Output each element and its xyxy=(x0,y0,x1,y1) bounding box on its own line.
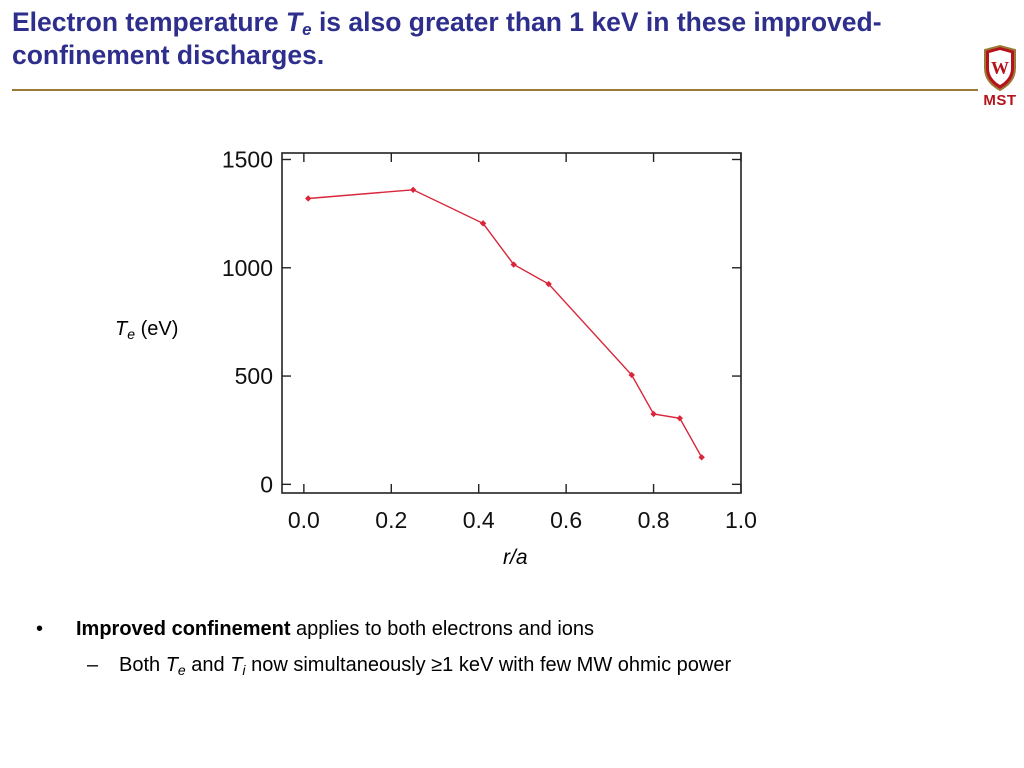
x-tick-label: 0.0 xyxy=(288,507,320,533)
bullet-2-text-and: and xyxy=(185,654,231,676)
x-tick-label: 0.2 xyxy=(375,507,407,533)
uw-crest-icon: W xyxy=(984,44,1016,92)
data-point xyxy=(676,415,683,422)
data-point xyxy=(545,280,552,288)
logo-text: MST xyxy=(983,92,1017,109)
y-axis-label: Te (eV) xyxy=(115,318,178,341)
bullet-2-symbol-T1: T xyxy=(165,654,178,676)
sub-bullet-marker: – xyxy=(87,654,99,676)
bullet-2-subscript-e: e xyxy=(177,662,186,678)
bullet-item-2: – Both Te and Ti now simultaneously ≥1 k… xyxy=(36,652,996,678)
title-symbol-T: T xyxy=(285,7,303,37)
data-point xyxy=(650,410,657,418)
bullet-item-1: • Improved confinement applies to both e… xyxy=(36,616,996,642)
y-axis-symbol: T xyxy=(115,318,128,340)
data-point xyxy=(698,454,705,461)
title-text-1: Electron temperature xyxy=(12,7,286,37)
data-point xyxy=(409,186,417,194)
bullet-2-text-rest: now simultaneously ≥1 keV with few MW oh… xyxy=(245,654,732,676)
y-axis-subscript: e xyxy=(127,326,136,342)
title-text-2: is also greater than 1 keV in these impr… xyxy=(12,7,882,70)
y-tick-label: 500 xyxy=(235,363,273,389)
series-line xyxy=(308,189,703,458)
title-underline xyxy=(12,89,978,91)
bullet-2-symbol-T2: T xyxy=(230,654,243,676)
bullet-2-subscript-i: i xyxy=(242,662,246,678)
data-point xyxy=(305,195,312,202)
x-tick-label: 0.4 xyxy=(463,507,495,533)
x-tick-label: 1.0 xyxy=(725,507,757,533)
slide-title: Electron temperature Te is also greater … xyxy=(12,6,972,72)
title-subscript-e: e xyxy=(302,20,312,39)
x-axis-label: r/a xyxy=(503,546,528,569)
y-tick-label: 1000 xyxy=(222,255,273,281)
data-point xyxy=(510,261,517,268)
data-point xyxy=(628,371,635,379)
bullet-2-text-a: Both xyxy=(119,654,166,676)
data-point xyxy=(479,220,487,227)
y-tick-label: 0 xyxy=(260,471,273,497)
bullet-list: • Improved confinement applies to both e… xyxy=(36,616,996,678)
x-tick-label: 0.6 xyxy=(550,507,582,533)
bullet-1-bold: Improved confinement xyxy=(76,618,291,640)
svg-text:W: W xyxy=(991,58,1009,78)
y-tick-label: 1500 xyxy=(222,146,273,172)
bullet-marker: • xyxy=(36,618,44,640)
bullet-1-text: applies to both electrons and ions xyxy=(290,618,595,640)
plot-frame xyxy=(281,152,742,494)
x-tick-label: 0.8 xyxy=(638,507,670,533)
y-axis-unit: (eV) xyxy=(135,318,179,340)
